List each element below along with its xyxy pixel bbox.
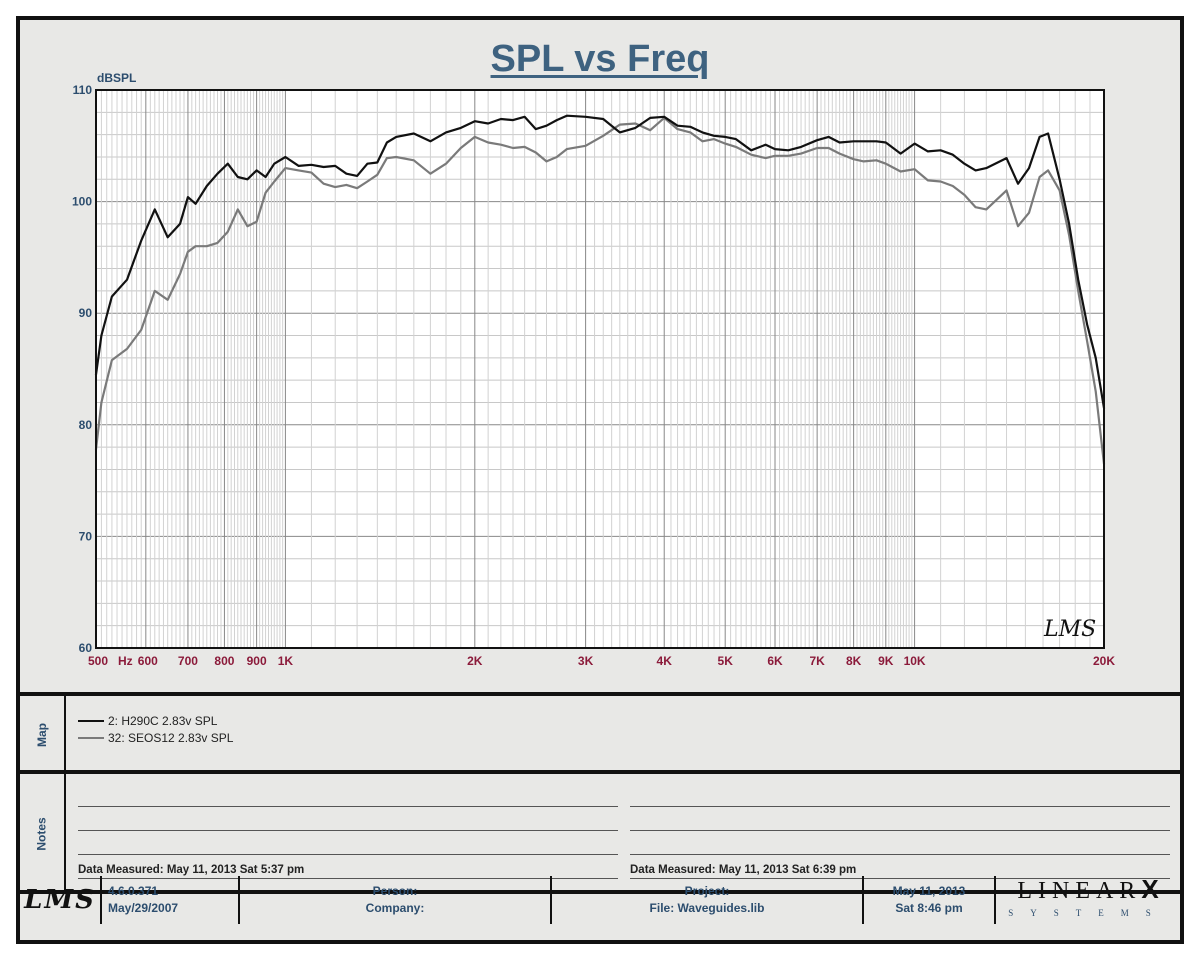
brand-systems: SYSTEMS <box>1008 908 1168 918</box>
x-tick-label: 8K <box>846 654 862 668</box>
file-label: File: Waveguides.lib <box>649 901 765 915</box>
x-tick-label: 900 <box>247 654 267 668</box>
y-tick-label: 110 <box>73 83 93 97</box>
plot-area-border <box>95 89 1105 649</box>
person-label: Person: <box>372 884 418 898</box>
footer-divider <box>20 890 1180 894</box>
legend-entry-h290c: 2: H290C 2.83v SPL <box>78 714 217 728</box>
x-tick-label: 9K <box>878 654 894 668</box>
version-date: May/29/2007 <box>108 901 179 915</box>
map-panel: Map 2: H290C 2.83v SPL 32: SEOS12 2.83v … <box>20 692 1180 774</box>
notes-label-cell: Notes <box>20 774 66 894</box>
left-measured-date: Data Measured: May 11, 2013 Sat 5:37 pm <box>78 864 305 876</box>
x-tick-label: 6K <box>767 654 783 668</box>
footer-person-cell: Person: Company: <box>240 876 552 924</box>
note-line <box>630 854 1170 855</box>
notes-label: Notes <box>35 817 49 851</box>
x-tick-label: 3K <box>578 654 594 668</box>
lms-watermark: LMS <box>1043 617 1096 642</box>
footer-version-cell: 4.6.0.371 May/29/2007 <box>102 876 240 924</box>
note-line <box>630 806 1170 807</box>
footer-brand-cell: LINEARX SYSTEMS <box>996 876 1180 924</box>
x-tick-label: 4K <box>657 654 673 668</box>
y-tick-label: 80 <box>79 418 93 432</box>
x-tick-label: 600 <box>138 654 158 668</box>
y-tick-label: 90 <box>79 306 93 320</box>
legend-entry-seos12: 32: SEOS12 2.83v SPL <box>78 731 233 745</box>
x-tick-label: 800 <box>214 654 234 668</box>
x-tick-label: 1K <box>278 654 294 668</box>
footer-time: Sat 8:46 pm <box>895 901 963 915</box>
lms-logo: LMS <box>24 884 96 915</box>
note-line <box>78 830 618 831</box>
x-tick-label: 7K <box>809 654 825 668</box>
note-line <box>78 806 618 807</box>
brand-linear: LINEAR <box>1017 878 1142 904</box>
x-tick-label: 20K <box>1093 654 1115 668</box>
y-tick-label: 60 <box>79 641 93 655</box>
chart-title: SPL vs Freq <box>490 38 710 80</box>
right-measured-date: Data Measured: May 11, 2013 Sat 6:39 pm <box>630 864 857 876</box>
version: 4.6.0.371 <box>108 884 159 898</box>
y-tick-label: 100 <box>72 195 92 209</box>
x-tick-label: 5K <box>718 654 734 668</box>
linearx-logo: LINEARX <box>1017 876 1158 905</box>
y-axis-label: dBSPL <box>97 71 136 85</box>
notes-panel: Notes Data Measured: May 11, 2013 Sat 5:… <box>20 770 1180 894</box>
series-line <box>94 114 1106 410</box>
note-line <box>78 854 618 855</box>
x-tick-label: 700 <box>178 654 198 668</box>
series-layer <box>94 114 1106 465</box>
company-label: Company: <box>365 901 425 915</box>
note-line <box>78 878 618 879</box>
map-label-cell: Map <box>20 696 66 774</box>
x-tick-label: 500 <box>88 654 108 668</box>
project-label: Project: <box>684 884 730 898</box>
footer-logo-cell: LMS <box>20 876 102 924</box>
x-tick-label: 2K <box>467 654 483 668</box>
x-axis-unit: Hz <box>118 654 133 668</box>
footer-project-cell: Project: File: Waveguides.lib <box>552 876 864 924</box>
legend-swatch-gray <box>78 737 104 739</box>
series-line <box>94 116 1106 465</box>
y-tick-label: 70 <box>79 529 93 543</box>
legend-text: 2: H290C 2.83v SPL <box>108 714 218 728</box>
footer-date-cell: May 11, 2013 Sat 8:46 pm <box>864 876 996 924</box>
legend-text: 32: SEOS12 2.83v SPL <box>108 731 234 745</box>
map-label: Map <box>35 723 49 747</box>
footer-date: May 11, 2013 <box>892 884 966 898</box>
note-line <box>630 830 1170 831</box>
note-line <box>630 878 1170 879</box>
legend-swatch-black <box>78 720 104 722</box>
plot-background <box>96 90 1104 648</box>
grid <box>95 89 1105 649</box>
brand-x: X <box>1141 874 1159 904</box>
x-tick-label: 10K <box>904 654 926 668</box>
